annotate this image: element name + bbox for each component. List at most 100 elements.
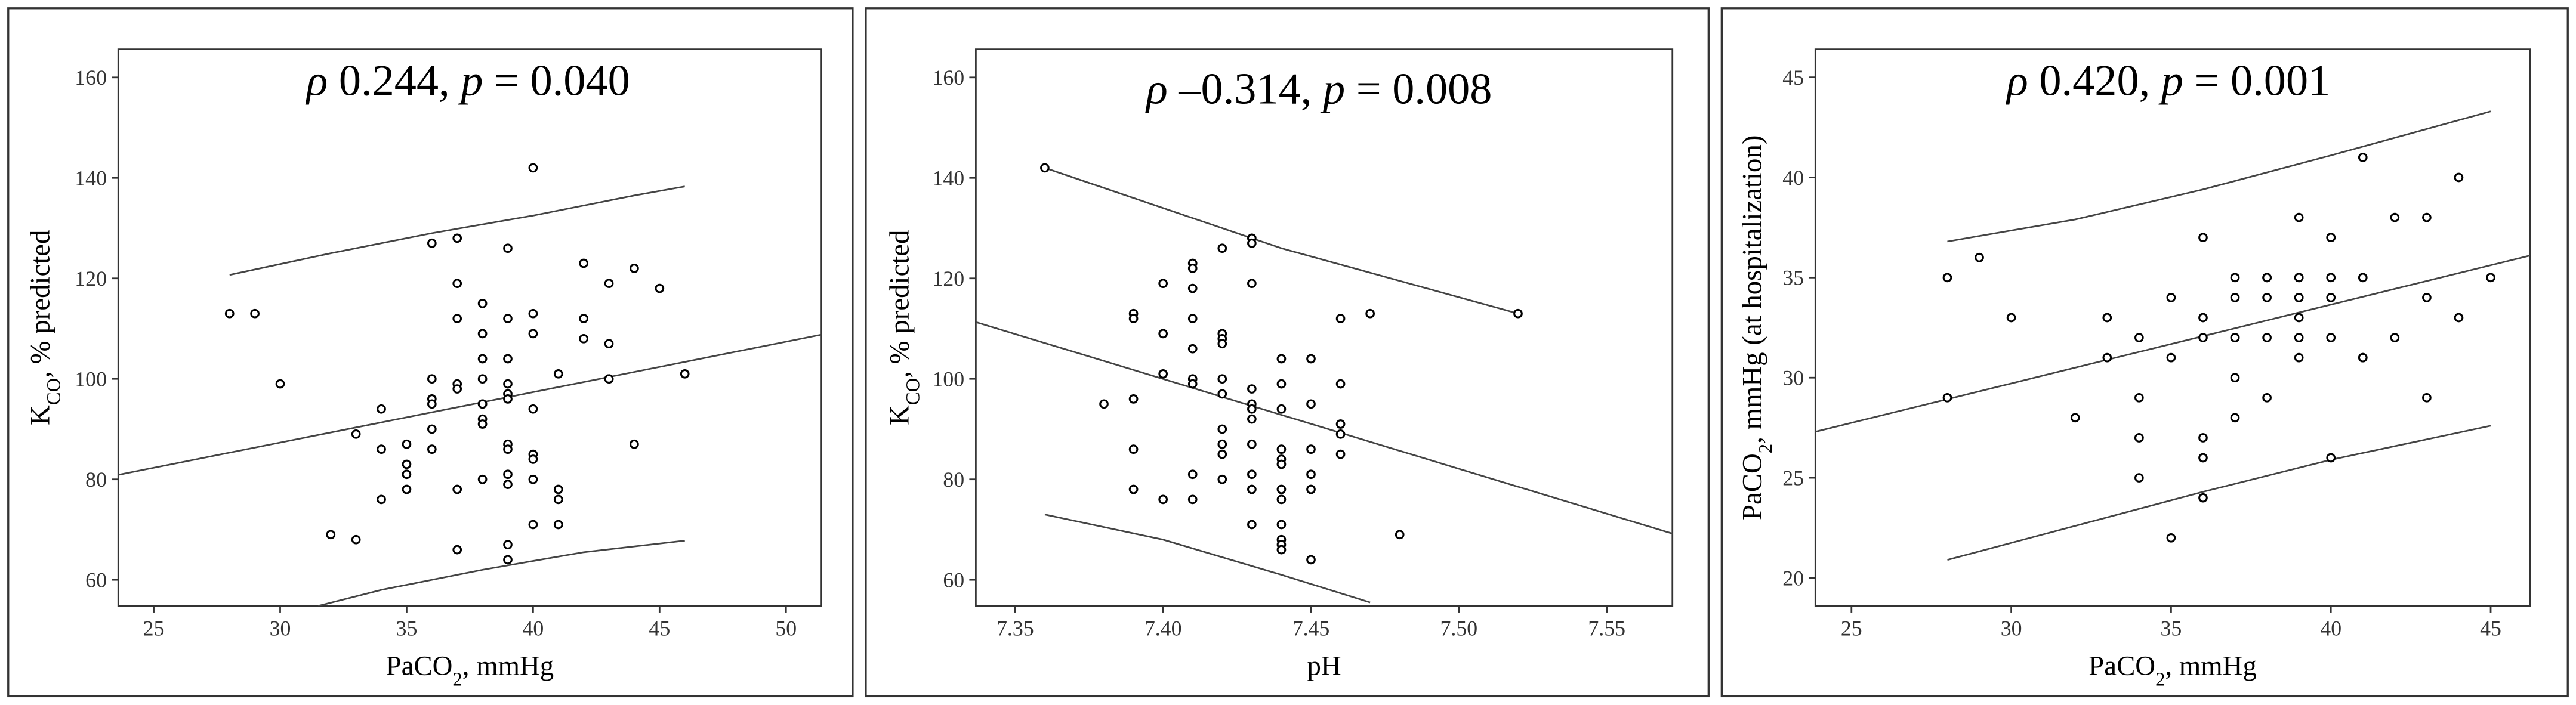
point <box>2198 493 2208 503</box>
x-tick-label: 40 <box>2320 617 2341 641</box>
point <box>477 474 488 484</box>
text-part: = 0.008 <box>1345 64 1492 113</box>
point <box>2262 333 2272 342</box>
x-tick-label: 50 <box>775 617 797 641</box>
fit-line <box>317 540 685 606</box>
point <box>2326 233 2336 243</box>
point <box>377 404 386 414</box>
point <box>2230 273 2240 283</box>
point <box>402 469 412 480</box>
point <box>2230 373 2240 383</box>
point <box>224 308 235 319</box>
point <box>1276 404 1287 414</box>
point <box>250 308 260 319</box>
point <box>604 279 614 289</box>
point <box>1187 314 1198 323</box>
x-tick-label: 7.45 <box>1292 617 1330 641</box>
plot-area <box>1814 48 2531 607</box>
point <box>503 469 513 480</box>
point <box>452 279 462 289</box>
point <box>2198 433 2208 443</box>
point <box>503 480 513 489</box>
x-tick-label: 7.55 <box>1588 617 1625 641</box>
point <box>1276 545 1287 555</box>
panel-frame <box>1720 7 2569 698</box>
point <box>1247 520 1257 530</box>
point <box>1306 444 1316 454</box>
point <box>553 369 563 379</box>
point <box>2390 333 2400 342</box>
point <box>2006 313 2016 323</box>
point <box>2326 273 2336 283</box>
point <box>1247 414 1257 424</box>
point <box>1306 555 1316 565</box>
point <box>477 374 488 384</box>
point <box>2326 453 2336 463</box>
x-tick-label: 25 <box>1841 617 1862 641</box>
text-part: ρ <box>306 57 328 106</box>
point <box>528 308 538 319</box>
point <box>402 484 412 494</box>
point <box>2294 313 2304 323</box>
text-part: 2 <box>452 669 462 691</box>
text-part: K <box>884 405 915 425</box>
point <box>604 339 614 349</box>
text-part: , % predicted <box>884 230 915 378</box>
point <box>2294 273 2304 283</box>
point <box>2422 293 2432 302</box>
point <box>1513 308 1523 319</box>
fit-line <box>1044 167 1519 315</box>
point <box>553 520 563 530</box>
point <box>1247 404 1257 414</box>
point <box>452 384 462 394</box>
text-part: , mmHg (at hospitalization) <box>1736 135 1767 444</box>
point <box>2326 333 2336 342</box>
point <box>2230 293 2240 302</box>
point <box>604 374 614 384</box>
point <box>2134 473 2144 483</box>
point <box>351 429 361 439</box>
panel-frame <box>865 7 1710 698</box>
point <box>427 374 437 384</box>
point <box>1276 354 1287 364</box>
point <box>1276 459 1287 469</box>
point <box>1187 469 1198 480</box>
point <box>503 540 513 550</box>
point <box>2230 413 2240 423</box>
point <box>1247 439 1257 449</box>
y-tick-label: 120 <box>932 267 964 290</box>
point <box>1306 484 1316 494</box>
annotation: ρ 0.420, p = 0.001 <box>2006 57 2330 106</box>
point <box>1247 238 1257 248</box>
point <box>1187 344 1198 354</box>
point <box>2134 333 2144 342</box>
fit-line <box>1947 425 2491 561</box>
point <box>2070 413 2080 423</box>
point <box>1365 308 1375 319</box>
point <box>326 530 336 540</box>
point <box>1335 429 1346 439</box>
x-axis-label: PaCO2, mmHg <box>386 651 554 691</box>
text-part: p <box>1320 64 1345 113</box>
text-part: PaCO <box>386 651 453 682</box>
point <box>579 314 589 323</box>
text-part: 2 <box>1755 444 1776 453</box>
point <box>1217 339 1227 349</box>
fit-line <box>1044 514 1371 604</box>
point <box>477 354 488 364</box>
point <box>680 369 690 379</box>
point <box>1217 424 1227 434</box>
point <box>477 399 488 409</box>
point <box>1306 354 1316 364</box>
text-part: = 0.001 <box>2183 57 2330 106</box>
point <box>1335 314 1346 323</box>
point <box>2422 212 2432 222</box>
panel-frame <box>7 7 854 698</box>
point <box>503 555 513 565</box>
fit-line <box>1815 255 2530 433</box>
x-tick-label: 30 <box>270 617 291 641</box>
point <box>402 459 412 469</box>
point <box>503 314 513 323</box>
point <box>2102 313 2112 323</box>
fit-line <box>976 321 1673 534</box>
